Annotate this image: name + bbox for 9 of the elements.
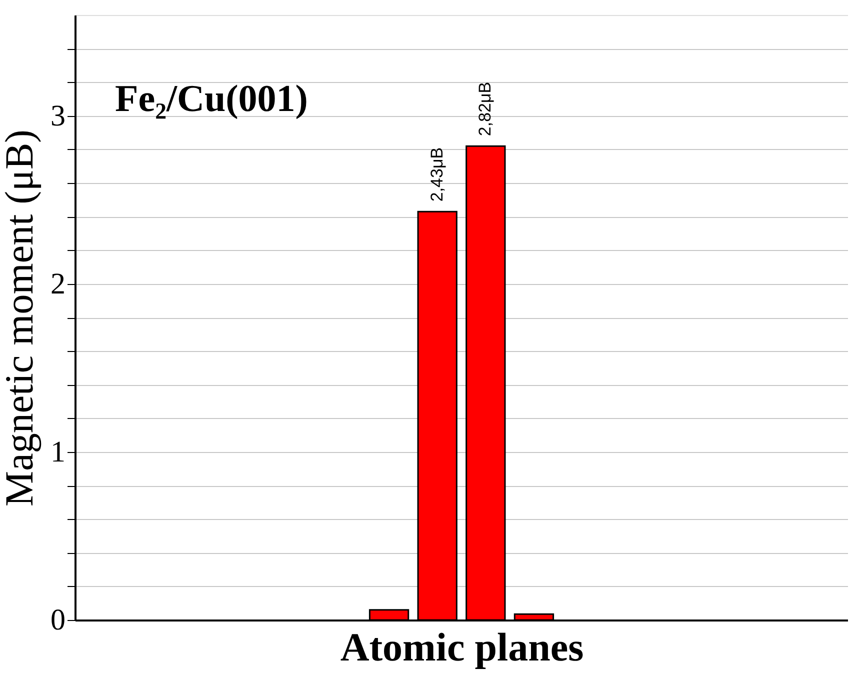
- y-tick-label: 0: [50, 604, 66, 636]
- data-label: 2,82μB: [476, 82, 495, 136]
- x-axis-title: Atomic planes: [340, 624, 584, 670]
- y-tick-label: 1: [50, 435, 66, 468]
- y-tick-label: 3: [50, 99, 66, 132]
- annotation: Fe₂/Cu(001): [115, 78, 308, 120]
- y-tick-label: 2: [50, 267, 66, 300]
- y-axis-title: Magnetic moment (μB): [0, 130, 42, 506]
- data-label: 2,43μB: [427, 147, 446, 202]
